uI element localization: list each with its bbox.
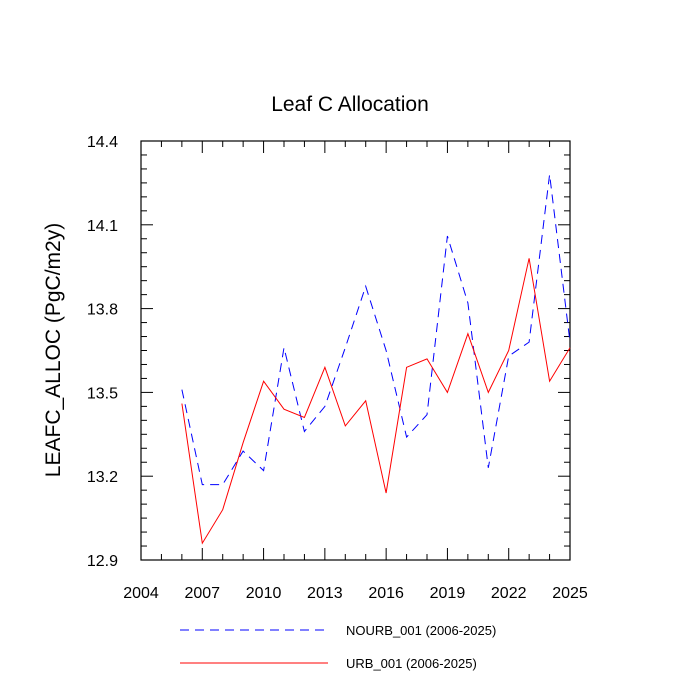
x-tick-label: 2025	[552, 585, 588, 602]
y-axis-label: LEAFC_ALLOC (PgC/m2y)	[42, 223, 65, 477]
x-tick-label: 2016	[368, 585, 404, 602]
legend-label: URB_001 (2006-2025)	[346, 656, 477, 671]
x-tick-label: 2022	[491, 585, 527, 602]
x-tick-label: 2013	[307, 585, 343, 602]
legend-label: NOURB_001 (2006-2025)	[346, 623, 496, 638]
y-tick-label: 14.4	[87, 134, 118, 151]
series-line-nourb	[181, 174, 571, 486]
series-layer	[181, 174, 571, 545]
x-tick-label: 2004	[123, 585, 159, 602]
x-tick-label: 2010	[246, 585, 282, 602]
x-tick-label: 2019	[430, 585, 466, 602]
chart-title: Leaf C Allocation	[271, 93, 429, 116]
series-line-urb	[181, 258, 571, 545]
x-tick-label: 2007	[184, 585, 220, 602]
y-tick-label: 14.1	[87, 218, 118, 235]
y-tick-label: 13.2	[87, 469, 118, 486]
y-tick-label: 13.5	[87, 385, 118, 402]
legend: NOURB_001 (2006-2025) URB_001 (2006-2025)	[180, 623, 496, 671]
y-tick-label: 13.8	[87, 302, 118, 319]
y-tick-label: 12.9	[87, 553, 118, 570]
plot-axes: 2004 2007 2010 2013 2016 2019 2022 2025 12.9 13.2…	[87, 134, 588, 602]
plot-frame	[140, 140, 571, 561]
